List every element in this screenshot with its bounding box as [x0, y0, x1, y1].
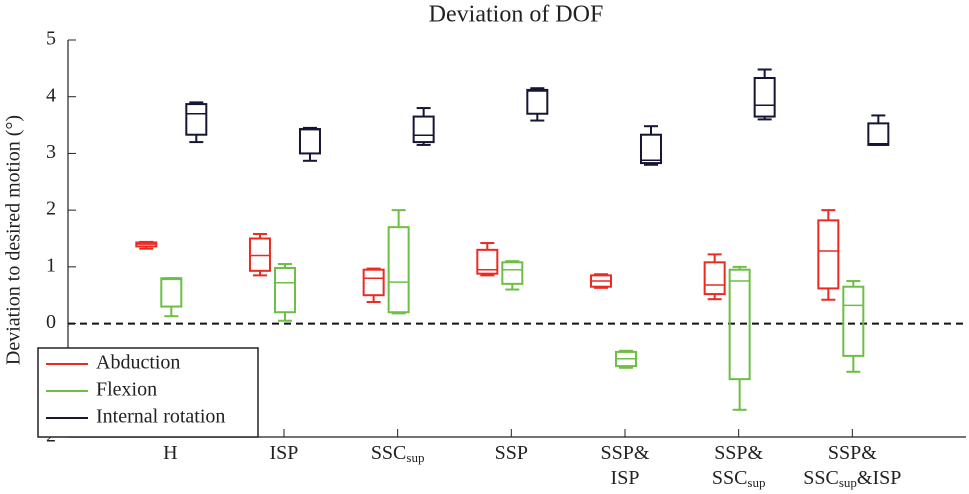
box: [501, 261, 524, 285]
box: [273, 266, 296, 314]
box: [412, 115, 435, 144]
y-tick-label: 5: [46, 28, 56, 50]
y-tick-label: 2: [46, 198, 56, 220]
x-tick-label: SSP&: [714, 442, 763, 464]
x-tick-label: SSP: [495, 442, 528, 464]
y-tick-label: 1: [46, 254, 56, 276]
y-tick-label: 3: [46, 141, 56, 163]
x-tick-label-part: SSC: [803, 467, 839, 489]
box: [476, 248, 499, 275]
x-tick-label-part: SSC: [371, 442, 407, 464]
box: [387, 226, 410, 314]
x-tick-label-part: SSP&: [601, 442, 650, 464]
x-tick-label: SSP&: [828, 442, 877, 464]
x-tick-label: SSCsup: [371, 442, 425, 465]
box: [298, 128, 321, 155]
x-tick-label: ISP: [611, 467, 640, 489]
y-tick-label: 4: [46, 84, 56, 106]
chart-title: Deviation of DOF: [429, 2, 604, 28]
x-tick-label-part: H: [163, 442, 177, 464]
x-tick-label-part: ISP: [611, 467, 640, 489]
box: [185, 103, 208, 136]
x-tick-label-part: sup: [747, 475, 765, 490]
x-tick-label: SSP&: [601, 442, 650, 464]
legend-box: [37, 347, 259, 438]
box: [867, 122, 890, 146]
x-tick-label-part: sup: [406, 450, 424, 465]
legend-label: Flexion: [96, 379, 157, 401]
box: [526, 88, 549, 115]
box: [248, 237, 271, 272]
x-tick-label: ISP: [270, 442, 299, 464]
box: [703, 261, 726, 296]
y-axis-label: Deviation to desired motion (°): [3, 115, 25, 365]
x-tick-label: H: [163, 442, 177, 464]
x-tick-label-part: SSC: [712, 467, 748, 489]
box: [639, 133, 662, 165]
x-tick-label-part: &ISP: [857, 467, 901, 489]
x-tick-label: SSCsup&ISP: [803, 467, 901, 490]
x-tick-label-part: sup: [839, 475, 857, 490]
x-tick-label-part: SSP&: [828, 442, 877, 464]
y-tick-label: 0: [46, 311, 56, 333]
box: [842, 285, 865, 357]
box: [160, 277, 183, 308]
legend-label: Abduction: [96, 352, 180, 374]
x-tick-label-part: SSP: [495, 442, 528, 464]
box: [728, 268, 751, 381]
x-tick-label: SSCsup: [712, 467, 766, 490]
x-tick-label-part: ISP: [270, 442, 299, 464]
box: [362, 268, 385, 297]
box: [753, 76, 776, 118]
legend-label: Internal rotation: [96, 406, 225, 428]
x-tick-label-part: SSP&: [714, 442, 763, 464]
box: [817, 219, 840, 290]
